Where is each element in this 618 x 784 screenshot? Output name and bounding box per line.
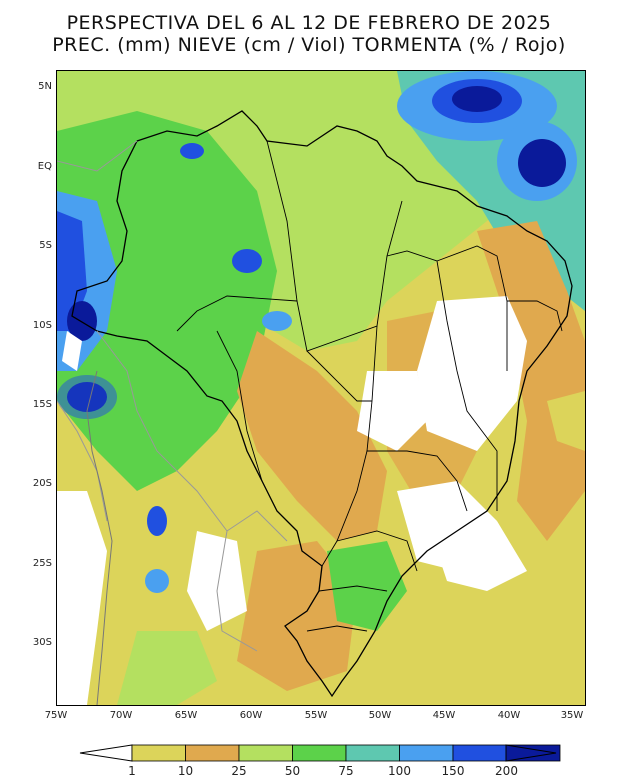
colorbar-cell (131, 744, 186, 762)
lat-label-20s: 20S (32, 478, 52, 489)
colorbar-high-arrow (505, 744, 557, 762)
colorbar-label: 50 (284, 764, 301, 778)
lat-label-5n: 5N (38, 81, 52, 92)
precipitation-map[interactable] (56, 70, 586, 706)
lon-label-50w: 50W (368, 710, 392, 721)
colorbar (79, 744, 561, 762)
lon-label-65w: 65W (174, 710, 198, 721)
lat-label-15s: 15S (32, 399, 52, 410)
lon-label-70w: 70W (109, 710, 133, 721)
lon-label-75w: 75W (44, 710, 68, 721)
lat-label-30s: 30S (32, 637, 52, 648)
colorbar-cell (292, 744, 347, 762)
colorbar-cell (345, 744, 400, 762)
lon-label-45w: 45W (432, 710, 456, 721)
colorbar-label: 200 (495, 764, 518, 778)
lat-label-25s: 25S (32, 558, 52, 569)
colorbar-cell (452, 744, 507, 762)
lon-label-55w: 55W (304, 710, 328, 721)
colorbar-cell (399, 744, 454, 762)
lat-label-eq: EQ (37, 161, 52, 172)
colorbar-label: 100 (388, 764, 411, 778)
colorbar-label: 10 (177, 764, 194, 778)
colorbar-cell (238, 744, 293, 762)
lon-label-35w: 35W (560, 710, 584, 721)
colorbar-label: 150 (441, 764, 465, 778)
lat-label-5s: 5S (39, 240, 52, 251)
map-subtitle: PREC. (mm) NIEVE (cm / Viol) TORMENTA (%… (52, 34, 566, 56)
map-title: PERSPECTIVA DEL 6 AL 12 DE FEBRERO DE 20… (66, 12, 552, 34)
lon-label-40w: 40W (497, 710, 521, 721)
lon-label-60w: 60W (239, 710, 263, 721)
colorbar-label: 1 (128, 764, 136, 778)
colorbar-low-arrow (79, 744, 133, 762)
colorbar-label: 25 (231, 764, 247, 778)
colorbar-cell (185, 744, 240, 762)
lat-label-10s: 10S (32, 320, 52, 331)
precipitation-field (57, 71, 585, 705)
colorbar-label: 75 (338, 764, 354, 778)
